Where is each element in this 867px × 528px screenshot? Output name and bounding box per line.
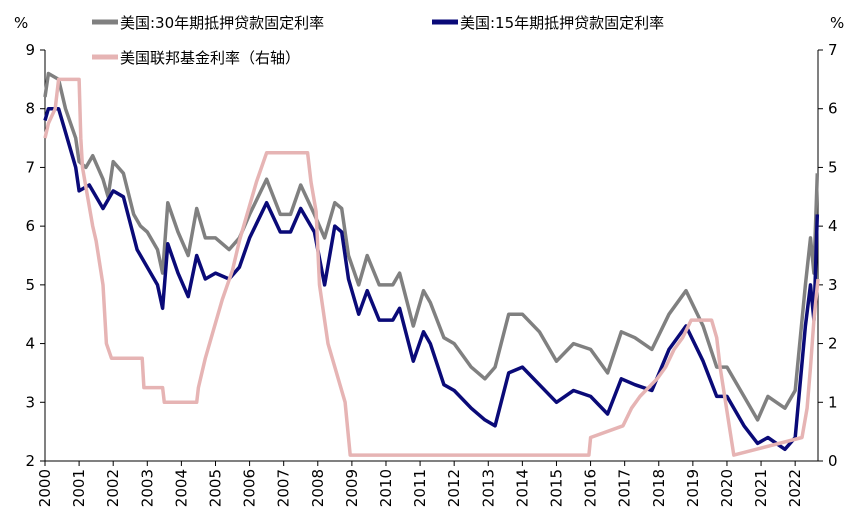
y2-tick-label: 4 xyxy=(828,217,838,235)
y2-tick-label: 0 xyxy=(828,452,838,470)
x-tick-label: 2004 xyxy=(172,469,190,507)
x-tick-label: 2017 xyxy=(616,469,634,507)
y2-tick-label: 6 xyxy=(828,100,838,118)
y-tick-label: 3 xyxy=(25,393,35,411)
legend-label: 美国联邦基金利率（右轴） xyxy=(120,49,300,67)
x-tick-label: 2006 xyxy=(241,469,259,507)
x-tick-label: 2021 xyxy=(752,469,770,507)
x-tick-label: 2000 xyxy=(36,469,54,507)
x-tick-label: 2015 xyxy=(547,469,565,507)
x-tick-label: 2019 xyxy=(684,469,702,507)
y-tick-label: 7 xyxy=(25,158,35,176)
y-tick-label: 8 xyxy=(25,100,35,118)
x-tick-label: 2003 xyxy=(138,469,156,507)
x-tick-label: 2020 xyxy=(718,469,736,507)
y-tick-label: 2 xyxy=(25,452,35,470)
x-tick-label: 2012 xyxy=(445,469,463,507)
y-tick-label: 5 xyxy=(25,276,35,294)
y2-tick-label: 7 xyxy=(828,41,838,59)
x-tick-label: 2016 xyxy=(582,469,600,507)
y-tick-label: 4 xyxy=(25,335,35,353)
x-tick-label: 2008 xyxy=(309,469,327,507)
y2-tick-label: 3 xyxy=(828,276,838,294)
x-tick-label: 2010 xyxy=(377,469,395,507)
legend-label: 美国:15年期抵押贷款固定利率 xyxy=(460,14,664,32)
y-axis-label: % xyxy=(14,14,28,32)
x-tick-label: 2011 xyxy=(411,469,429,507)
x-tick-label: 2009 xyxy=(343,469,361,507)
y2-tick-label: 1 xyxy=(828,393,838,411)
x-tick-label: 2022 xyxy=(786,469,804,507)
x-tick-label: 2018 xyxy=(650,469,668,507)
x-tick-label: 2007 xyxy=(275,469,293,507)
y-tick-label: 9 xyxy=(25,41,35,59)
y2-tick-label: 2 xyxy=(828,335,838,353)
x-tick-label: 2014 xyxy=(513,469,531,507)
series-line xyxy=(43,77,820,457)
series-line xyxy=(43,71,820,422)
x-tick-label: 2005 xyxy=(206,469,224,507)
legend-label: 美国:30年期抵押贷款固定利率 xyxy=(120,14,324,32)
x-tick-label: 2013 xyxy=(479,469,497,507)
y2-tick-label: 5 xyxy=(828,158,838,176)
series-line xyxy=(43,106,820,452)
x-tick-label: 2001 xyxy=(70,469,88,507)
x-tick-label: 2002 xyxy=(104,469,122,507)
y2-axis-label: % xyxy=(830,14,844,32)
y-tick-label: 6 xyxy=(25,217,35,235)
